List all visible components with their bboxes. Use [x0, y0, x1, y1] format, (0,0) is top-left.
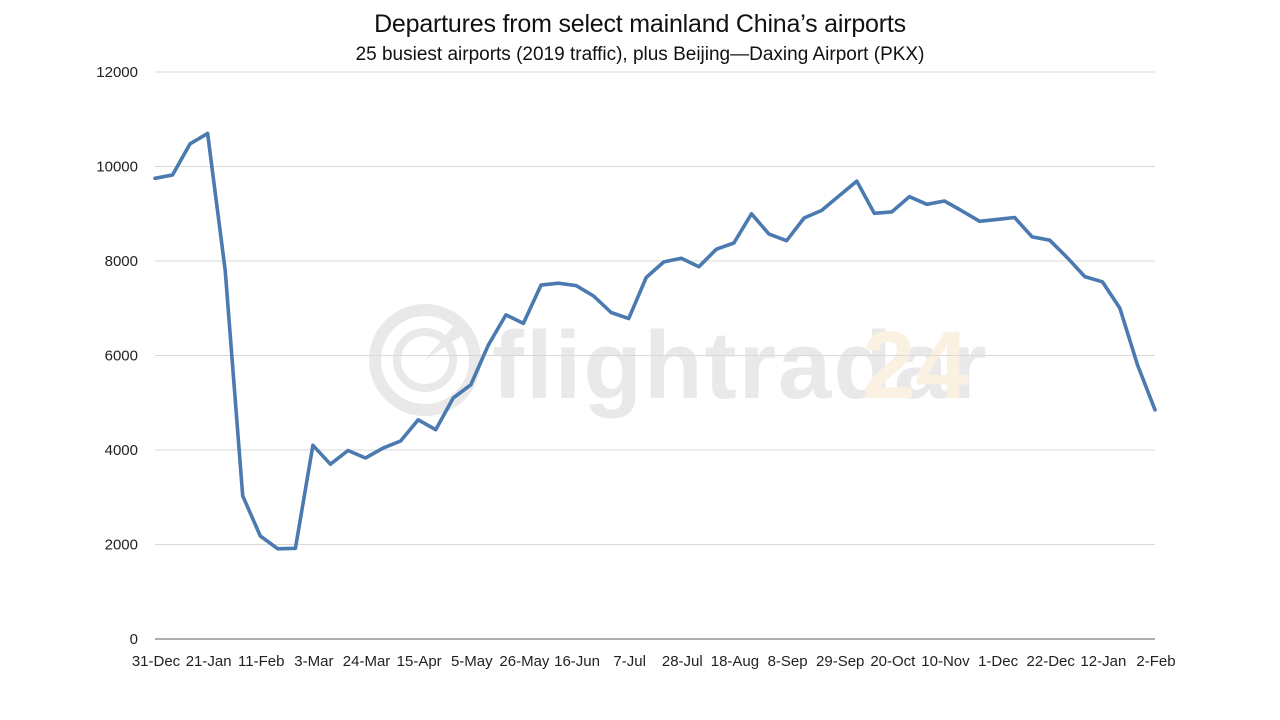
data-point: [768, 233, 771, 236]
radar-ring-icon: [393, 328, 457, 392]
radar-logo-icon: [369, 304, 481, 416]
data-point: [276, 547, 279, 550]
data-point: [259, 534, 262, 537]
x-tick-label: 11-Feb: [238, 653, 284, 670]
data-point: [206, 132, 209, 135]
x-tick-label: 24-Mar: [343, 653, 391, 670]
data-point: [329, 463, 332, 466]
radar-sweep-icon: [425, 318, 470, 360]
x-tick-label: 16-Jun: [554, 653, 600, 670]
data-point: [154, 177, 157, 180]
data-point: [346, 449, 349, 452]
data-point: [662, 260, 665, 263]
y-tick-label: 0: [130, 631, 138, 648]
data-point: [1083, 275, 1086, 278]
data-point: [189, 142, 192, 145]
data-point: [943, 199, 946, 202]
data-point: [785, 239, 788, 242]
data-point: [504, 313, 507, 316]
data-point: [645, 276, 648, 279]
data-point: [1154, 408, 1157, 411]
data-point: [1101, 280, 1104, 283]
data-point: [732, 242, 735, 245]
data-point: [399, 440, 402, 443]
data-point: [382, 447, 385, 450]
data-point: [1031, 235, 1034, 238]
data-point: [487, 344, 490, 347]
x-tick-label: 29-Sep: [816, 653, 864, 670]
data-point: [908, 195, 911, 198]
data-point: [1118, 307, 1121, 310]
data-point: [575, 284, 578, 287]
chart-title: Departures from select mainland China’s …: [374, 10, 906, 38]
data-point: [610, 311, 613, 314]
data-point: [557, 282, 560, 285]
data-point: [978, 220, 981, 223]
data-point: [294, 547, 297, 550]
data-point: [241, 494, 244, 497]
x-tick-label: 22-Dec: [1027, 653, 1076, 670]
y-tick-label: 8000: [105, 253, 138, 270]
data-point: [452, 397, 455, 400]
y-tick-label: 4000: [105, 442, 138, 459]
x-tick-label: 3-Mar: [294, 653, 333, 670]
data-point: [961, 209, 964, 212]
data-point: [820, 209, 823, 212]
data-point: [890, 210, 893, 213]
y-tick-label: 2000: [105, 537, 138, 554]
x-tick-label: 21-Jan: [186, 653, 232, 670]
x-tick-label: 28-Jul: [662, 653, 703, 670]
x-tick-label: 5-May: [451, 653, 493, 670]
x-tick-label: 26-May: [499, 653, 550, 670]
data-point: [1013, 216, 1016, 219]
data-point: [803, 217, 806, 220]
data-point: [1048, 239, 1051, 242]
data-point: [311, 444, 314, 447]
data-point: [855, 180, 858, 183]
watermark-text: flightradar: [492, 312, 989, 419]
y-tick-label: 12000: [96, 64, 138, 81]
data-point: [680, 257, 683, 260]
data-point: [750, 212, 753, 215]
data-point: [697, 265, 700, 268]
data-point: [1136, 363, 1139, 366]
data-point: [592, 294, 595, 297]
x-tick-label: 7-Jul: [613, 653, 646, 670]
data-point: [224, 269, 227, 272]
data-point: [715, 248, 718, 251]
chart-subtitle: 25 busiest airports (2019 traffic), plus…: [355, 44, 925, 65]
data-point: [417, 418, 420, 421]
x-tick-label: 1-Dec: [978, 653, 1019, 670]
data-point: [925, 203, 928, 206]
watermark-accent-text: 24: [862, 312, 969, 419]
x-tick-label: 31-Dec: [132, 653, 181, 670]
x-tick-label: 12-Jan: [1080, 653, 1126, 670]
data-point: [171, 174, 174, 177]
y-tick-label: 10000: [96, 159, 138, 176]
x-tick-label: 10-Nov: [921, 653, 970, 670]
x-tick-label: 15-Apr: [397, 653, 442, 670]
data-point: [838, 194, 841, 197]
data-point: [873, 212, 876, 215]
data-point: [364, 457, 367, 460]
data-point: [469, 383, 472, 386]
data-point: [522, 322, 525, 325]
data-point: [1066, 256, 1069, 259]
series-line: [153, 131, 1157, 551]
x-tick-label: 20-Oct: [870, 653, 916, 670]
x-tick-label: 2-Feb: [1136, 653, 1175, 670]
data-point: [539, 284, 542, 287]
y-tick-label: 6000: [105, 348, 138, 365]
x-tick-label: 18-Aug: [711, 653, 759, 670]
data-point: [996, 218, 999, 221]
data-point: [627, 317, 630, 320]
x-tick-label: 8-Sep: [768, 653, 808, 670]
data-point: [434, 428, 437, 431]
